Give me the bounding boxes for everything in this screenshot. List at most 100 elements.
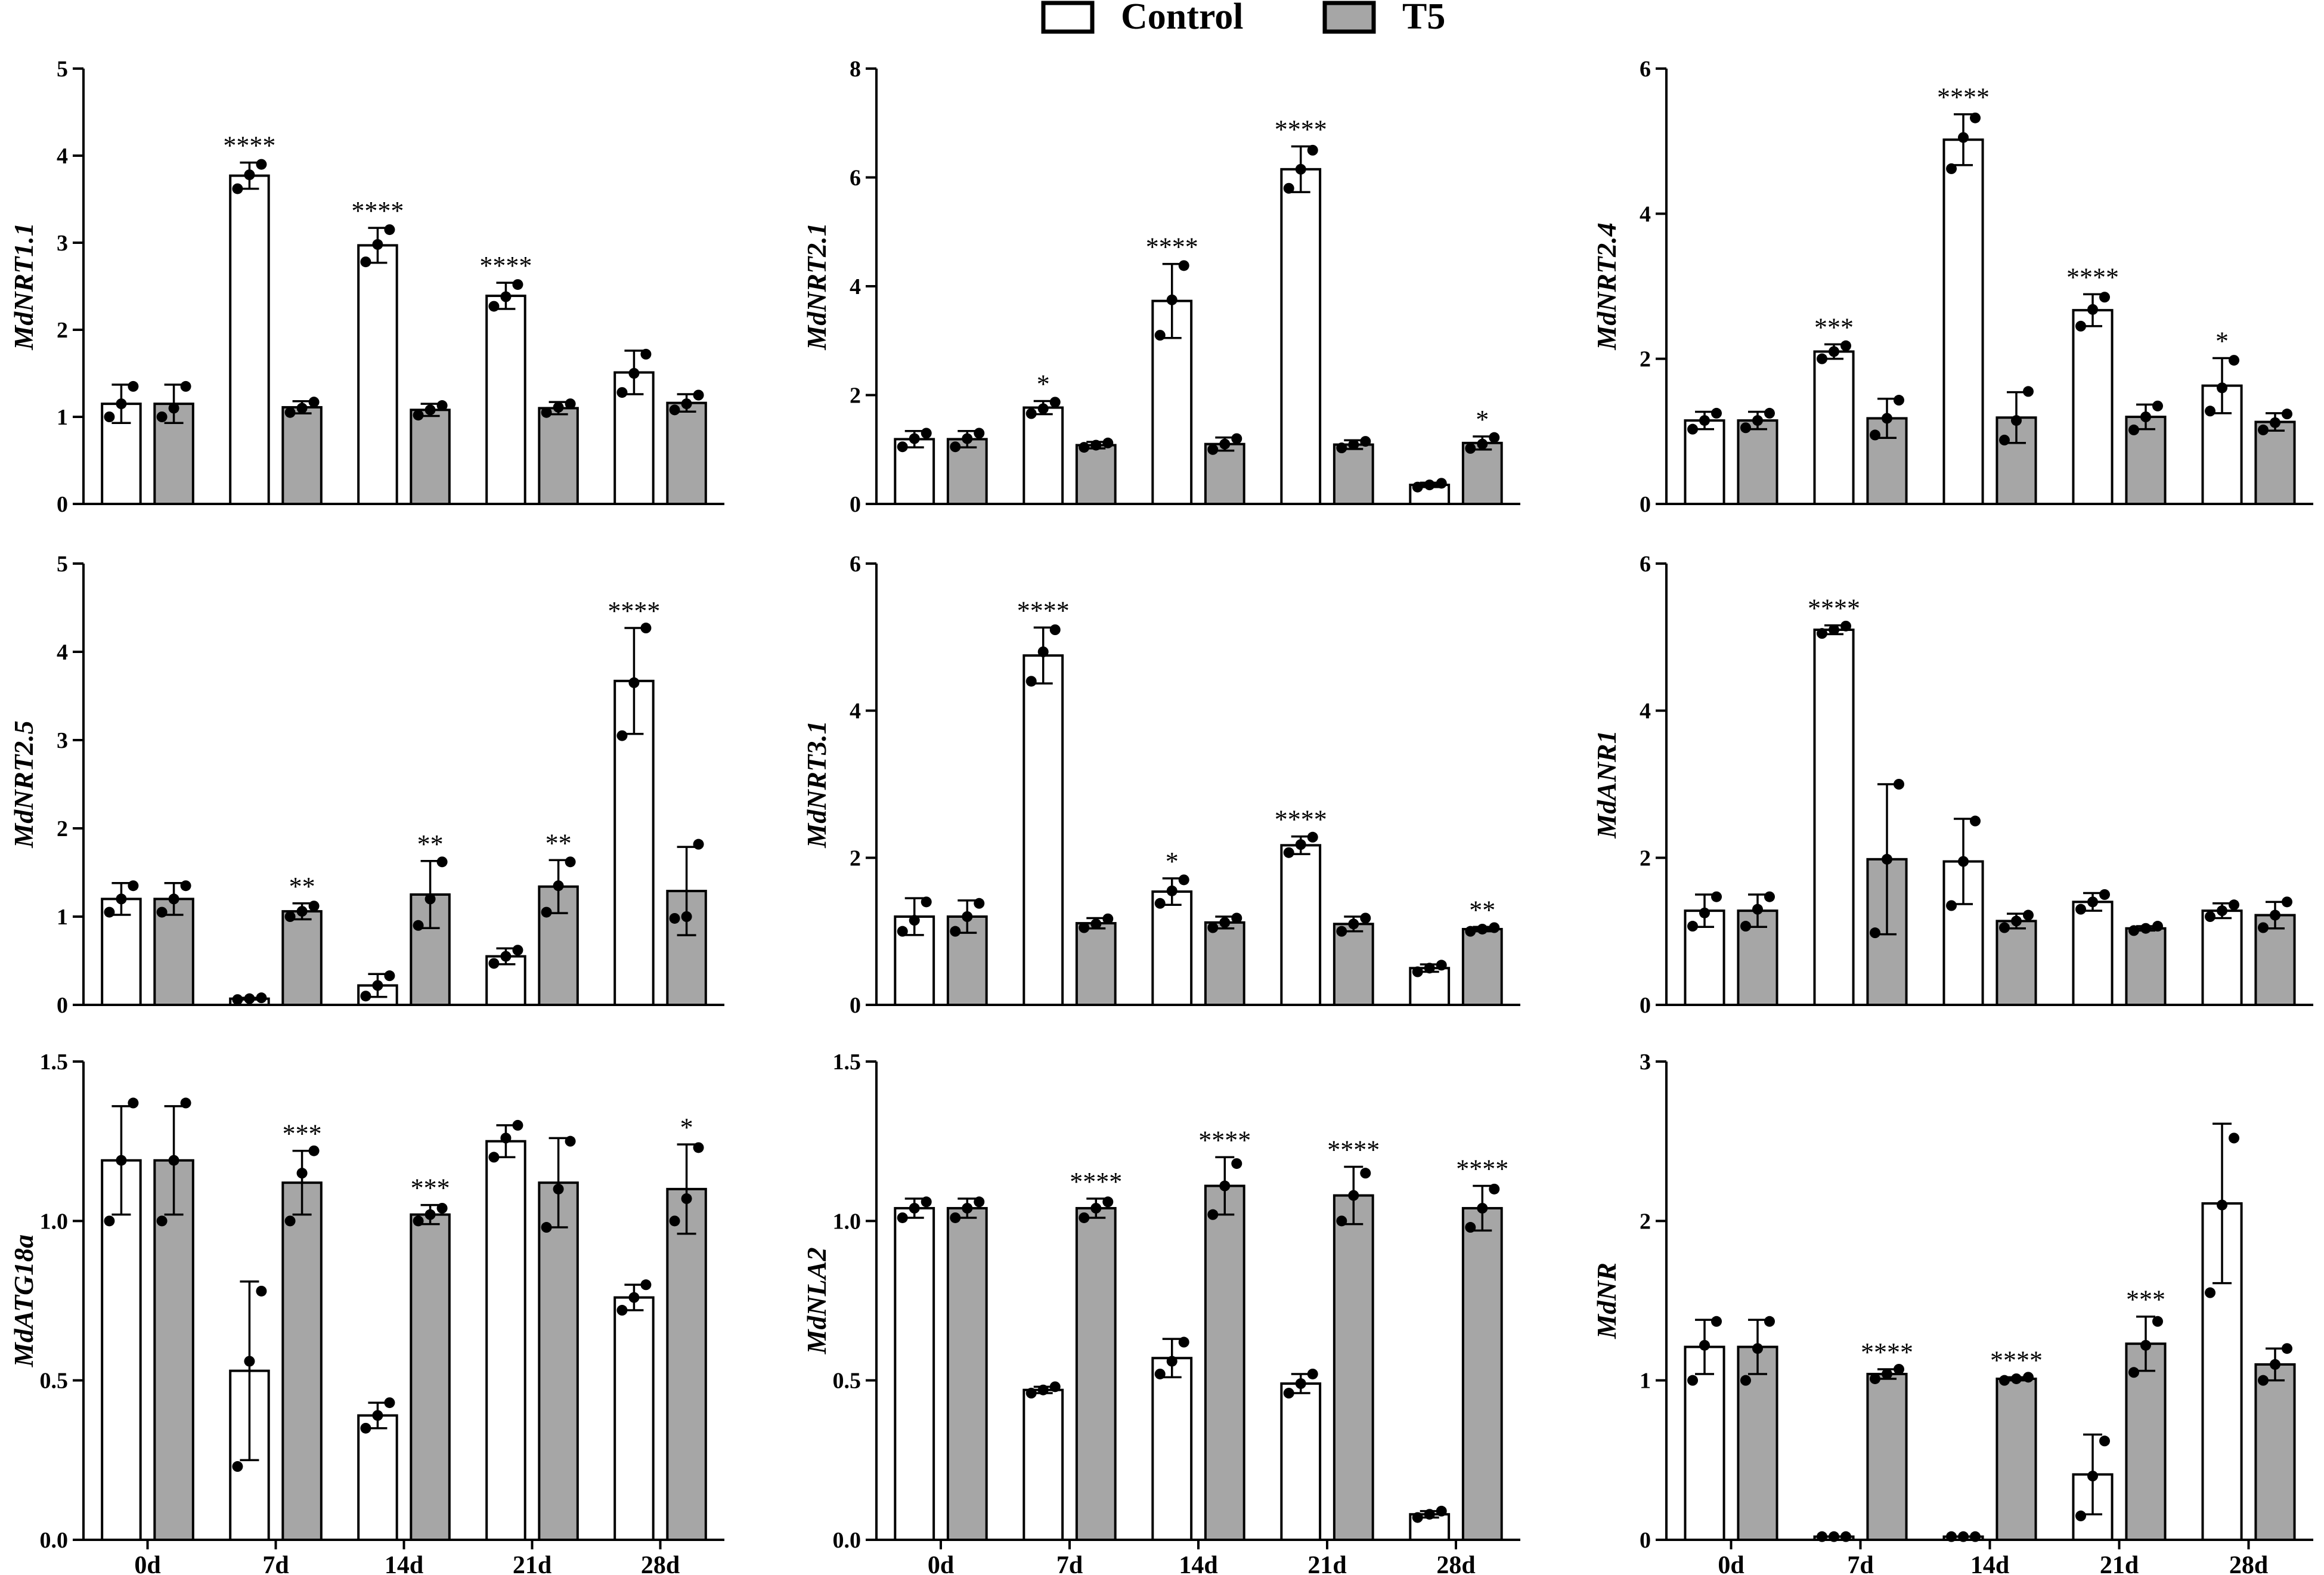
panel-4-data-point bbox=[693, 838, 704, 850]
panel-2-y-tick-label: 6 bbox=[850, 166, 861, 191]
panel-5-bar-control-7d bbox=[1022, 654, 1064, 1006]
panel-8-data-point bbox=[1360, 1168, 1371, 1179]
panel-3-data-point bbox=[1881, 413, 1892, 424]
panel-3-data-point bbox=[2257, 424, 2269, 435]
panel-7-data-point bbox=[168, 1155, 179, 1166]
panel-6-data-point bbox=[1869, 927, 1880, 939]
panel-1-bar-control-21d bbox=[485, 295, 526, 505]
panel-8-bar-control-0d bbox=[894, 1206, 935, 1541]
panel-5-data-point bbox=[1102, 913, 1114, 924]
panel-4-data-point bbox=[256, 992, 267, 1004]
panel-1-significance-label: **** bbox=[223, 131, 275, 160]
panel-8-data-point bbox=[1154, 1368, 1166, 1379]
panel-4-y-tick-label: 3 bbox=[57, 728, 68, 753]
panel-2-data-point bbox=[1424, 479, 1435, 491]
panel-2-significance-label: **** bbox=[1146, 233, 1198, 262]
panel-9-data-point bbox=[2010, 1373, 2022, 1384]
panel-3-data-point bbox=[1740, 422, 1751, 434]
panel-1-significance-label: **** bbox=[351, 196, 404, 225]
panel-2-significance-label: **** bbox=[1275, 115, 1327, 144]
panel-8-data-point bbox=[1178, 1336, 1189, 1348]
panel-8-x-tick-label: 28d bbox=[1436, 1552, 1475, 1575]
panel-2-data-point bbox=[1412, 481, 1423, 493]
panel-4-y-tick-label: 2 bbox=[57, 816, 68, 841]
panel-1-data-point bbox=[681, 398, 692, 410]
panel-4-data-point bbox=[244, 993, 255, 1004]
panel-7-data-point bbox=[308, 1145, 320, 1156]
panel-8-data-point bbox=[1465, 1222, 1476, 1233]
panel-7-data-point bbox=[669, 1215, 680, 1227]
panel-3-data-point bbox=[1764, 407, 1775, 419]
panel-1-data-point bbox=[360, 256, 371, 268]
panel-9-x-tick-label: 14d bbox=[1970, 1552, 2009, 1575]
panel-7-x-tick-label: 28d bbox=[641, 1552, 680, 1575]
panel-5-data-point bbox=[962, 911, 973, 922]
panel-4-data-point bbox=[360, 991, 371, 1002]
panel-3-data-point bbox=[1946, 163, 1957, 174]
panel-9-data-point bbox=[2075, 1510, 2087, 1521]
panel-6-data-point bbox=[2140, 923, 2151, 934]
panel-5-significance-label: * bbox=[1166, 847, 1179, 876]
panel-7-data-point bbox=[488, 1152, 500, 1163]
panel-6-y-tick-label: 0 bbox=[1640, 993, 1651, 1018]
panel-7-data-point bbox=[436, 1202, 448, 1214]
panel-5-y-tick-label: 2 bbox=[850, 846, 861, 871]
panel-2-data-point bbox=[1489, 432, 1500, 443]
panel-5-data-point bbox=[1283, 847, 1294, 858]
panel-9-data-point bbox=[1699, 1339, 1711, 1351]
panel-1-data-point bbox=[436, 400, 448, 411]
panel-8-significance-label: **** bbox=[1070, 1167, 1122, 1196]
panel-6-data-point bbox=[2269, 909, 2280, 921]
panel-6-data-point bbox=[1958, 856, 1969, 867]
panel-3-data-point bbox=[1817, 353, 1828, 364]
panel-1-data-point bbox=[296, 403, 308, 414]
panel-5-data-point bbox=[1307, 831, 1318, 843]
panel-3-bar-t5-28d bbox=[2254, 420, 2296, 505]
panel-9-y-tick-label: 3 bbox=[1640, 1050, 1651, 1075]
panel-5-bar-control-21d bbox=[1280, 844, 1322, 1007]
panel-2-data-point bbox=[1348, 439, 1359, 450]
panel-3-data-point bbox=[1711, 407, 1722, 419]
panel-7-data-point bbox=[500, 1132, 512, 1144]
panel-2-data-point bbox=[1154, 330, 1166, 341]
panel-9-data-point bbox=[1829, 1531, 1840, 1542]
panel-7-bar-t5-7d bbox=[281, 1181, 323, 1541]
panel-8-data-point bbox=[950, 1212, 961, 1223]
panel-6-y-tick-label: 4 bbox=[1640, 699, 1651, 724]
panel-5-data-point bbox=[1360, 912, 1371, 924]
panel-3-bar-control-7d bbox=[1813, 350, 1855, 505]
panel-6-data-point bbox=[1829, 624, 1840, 635]
panel-5-data-point bbox=[974, 898, 985, 909]
panel-2-data-point bbox=[974, 428, 985, 439]
panel-7-data-point bbox=[104, 1215, 115, 1227]
panel-8-y-tick-label: 1.5 bbox=[833, 1050, 862, 1075]
panel-6-data-point bbox=[2022, 909, 2034, 921]
panel-2-significance-label: * bbox=[1037, 370, 1050, 399]
panel-6-data-point bbox=[1711, 891, 1722, 902]
panel-8-data-point bbox=[1412, 1512, 1423, 1523]
panel-6-data-point bbox=[1687, 921, 1699, 932]
panel-3-data-point bbox=[2128, 424, 2139, 435]
panel-3-data-point bbox=[1840, 340, 1852, 351]
panel-8-data-point bbox=[1207, 1209, 1219, 1220]
panel-4-y-tick-label: 0 bbox=[57, 993, 68, 1018]
panel-2-data-point bbox=[1307, 144, 1318, 156]
panel-8-data-point bbox=[962, 1202, 973, 1214]
panel-1-data-point bbox=[116, 398, 127, 410]
panel-9-data-point bbox=[2022, 1372, 2034, 1383]
panel-2-data-point bbox=[1219, 438, 1231, 450]
panel-1-data-point bbox=[565, 398, 576, 410]
panel-5-bar-t5-28d bbox=[1461, 927, 1503, 1007]
panel-5-significance-label: **** bbox=[1275, 805, 1327, 834]
panel-7-data-point bbox=[156, 1215, 168, 1227]
panel-2-data-point bbox=[1025, 408, 1037, 419]
panel-8-bar-t5-21d bbox=[1333, 1194, 1374, 1542]
panel-8-x-tick-label: 21d bbox=[1307, 1552, 1346, 1575]
panel-3-data-point bbox=[1958, 132, 1969, 143]
panel-1-y-tick-label: 4 bbox=[57, 144, 68, 169]
panel-5-data-point bbox=[1231, 912, 1242, 924]
panel-9-data-point bbox=[1869, 1373, 1880, 1384]
